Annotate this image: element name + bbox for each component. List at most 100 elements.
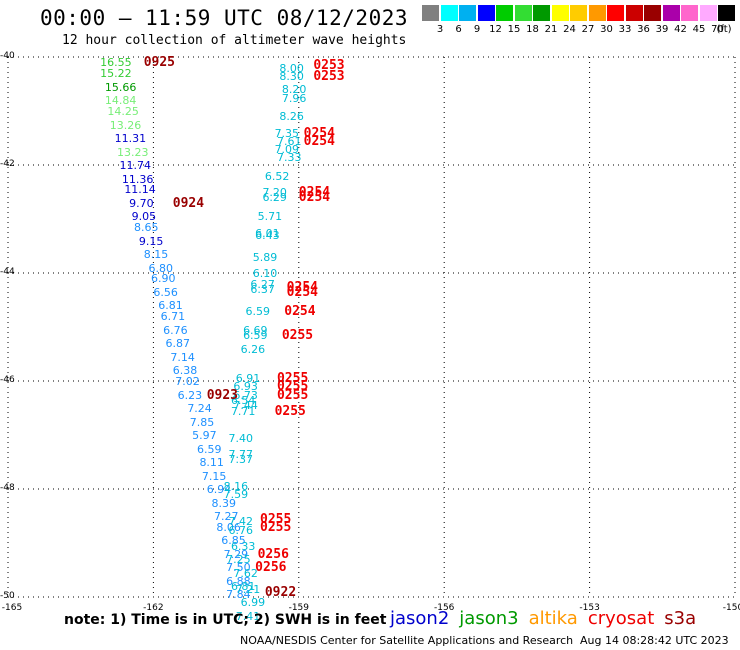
wave-height-value: 6.59 (243, 329, 268, 343)
pass-time: 0922 (264, 584, 297, 600)
wave-height-value: 15.22 (100, 67, 132, 81)
wave-height-value: 7.59 (223, 488, 249, 502)
lat-tick-label: -46 (0, 375, 15, 385)
wave-height-value: 8.11 (199, 456, 224, 469)
wave-height-value: 7.20 (262, 186, 287, 199)
wave-height-value: 8.30 (279, 69, 304, 83)
colorbar-swatch (588, 5, 606, 21)
colorbar-swatch (459, 5, 476, 21)
pass-time: 0254 (303, 133, 335, 149)
wave-height-value: 6.38 (172, 364, 198, 378)
pass-time: 0923 (206, 387, 239, 403)
wave-height-value: 6.52 (264, 169, 290, 183)
pass-time: 0254 (286, 284, 318, 300)
wave-height-value: 6.10 (252, 267, 278, 280)
colorbar-swatch (570, 5, 587, 21)
wave-height-value: 7.42 (228, 515, 254, 529)
colorbar-label: 45 (692, 24, 706, 35)
pass-time: 0254 (303, 125, 335, 141)
colorbar-label: (ft) (716, 24, 732, 35)
legend-jason3: jason3 (459, 608, 519, 629)
wave-height-value: 6.91 (235, 372, 261, 386)
pass-time: 0255 (260, 511, 292, 527)
colorbar-swatch (699, 5, 717, 21)
wave-height-value: 6.88 (226, 574, 251, 588)
wave-height-value: 7.40 (228, 431, 254, 445)
wave-height-value: 8.16 (223, 480, 249, 494)
colorbar-label: 21 (544, 24, 558, 35)
wave-height-value: 6.85 (221, 534, 246, 548)
wave-height-value: 5.97 (192, 429, 217, 442)
lon-tick-label: -156 (433, 603, 455, 613)
wave-height-value: 6.26 (240, 342, 266, 356)
credit-text: NOAA/NESDIS Center for Satellite Applica… (240, 634, 574, 647)
colorbar-label: 6 (455, 24, 462, 35)
pass-time: 0253 (313, 68, 345, 84)
wave-height-value: 15.66 (104, 80, 137, 94)
wave-height-value: 6.81 (158, 299, 183, 313)
wave-height-value: 7.50 (226, 561, 251, 575)
wave-height-value: 6.87 (165, 337, 191, 351)
wave-height-value: 7.15 (201, 469, 227, 483)
pass-time: 0255 (276, 387, 309, 403)
lon-tick-label: -159 (288, 603, 310, 613)
wave-height-value: 6.80 (148, 261, 174, 275)
colorbar-swatch (514, 5, 532, 21)
pass-time: 0925 (143, 55, 176, 71)
colorbar-label: 12 (489, 24, 502, 35)
colorbar-swatch (422, 5, 439, 21)
wave-height-value: 8.39 (211, 496, 237, 510)
wave-height-value: 6.23 (177, 388, 203, 402)
wave-height-value: 6.56 (153, 285, 178, 299)
wave-height-value: 7.27 (213, 510, 239, 523)
wave-height-value: 11.36 (121, 172, 154, 186)
wave-height-value: 6.94 (206, 483, 232, 496)
wave-height-value: 6.69 (243, 323, 268, 337)
wave-height-value: 7.14 (170, 350, 195, 364)
generated-timestamp: Aug 14 08:28:42 UTC 2023 (580, 634, 729, 647)
wave-height-value: 7.71 (230, 404, 256, 418)
wave-height-value: 9.70 (129, 196, 154, 210)
wave-height-value: 7.44 (233, 399, 258, 413)
pass-time: 0256 (257, 546, 289, 562)
wave-height-value: 7.33 (276, 150, 302, 164)
legend-s3a: s3a (664, 608, 697, 629)
wave-height-value: 13.23 (117, 145, 149, 159)
legend-jason2: jason2 (390, 608, 450, 629)
wave-height-value: 14.84 (104, 94, 137, 108)
colorbar-swatch (644, 5, 661, 21)
pass-time: 0255 (281, 328, 314, 344)
colorbar-label: 18 (526, 24, 539, 35)
wave-height-value: 5.71 (257, 210, 283, 224)
wave-height-value: 8.15 (143, 248, 169, 262)
wave-height-value: 7.35 (274, 126, 300, 140)
wave-height-value: 14.25 (107, 105, 139, 118)
lat-tick-label: -50 (0, 591, 15, 601)
colorbar-label: 27 (581, 24, 595, 35)
wave-height-value: 7.37 (228, 453, 254, 467)
legend-cryosat: cryosat (587, 608, 655, 629)
wave-height-value: 7.41 (235, 609, 261, 623)
lon-tick-label: -162 (143, 603, 164, 613)
wave-height-value: 7.84 (226, 588, 251, 602)
pass-time: 0254 (284, 303, 316, 319)
colorbar-label: 36 (637, 24, 650, 35)
map-grid (7, 56, 736, 598)
colorbar-label: 33 (618, 24, 632, 35)
colorbar-swatch (607, 5, 624, 21)
wave-height-value: 7.62 (233, 566, 258, 580)
wave-height-value: 8.06 (216, 520, 241, 534)
colorbar-swatch (496, 5, 513, 21)
map-subtitle: 12 hour collection of altimeter wave hei… (62, 33, 407, 48)
colorbar-legend: 3 6 9 12 15 18 21 24 27 30 33 36 39 42 45 70 (ft) (422, 5, 738, 35)
wave-height-value: 6.37 (250, 283, 275, 297)
wave-height-value: 6.59 (197, 442, 222, 456)
colorbar-swatch (551, 5, 569, 21)
wave-height-value: 6.99 (240, 596, 266, 610)
colorbar-swatch (477, 5, 495, 21)
wave-height-value: 7.25 (226, 553, 251, 567)
wave-height-value: 6.93 (233, 380, 258, 394)
wave-height-value: 6.81 (230, 580, 256, 594)
pass-time: 0255 (274, 403, 306, 419)
